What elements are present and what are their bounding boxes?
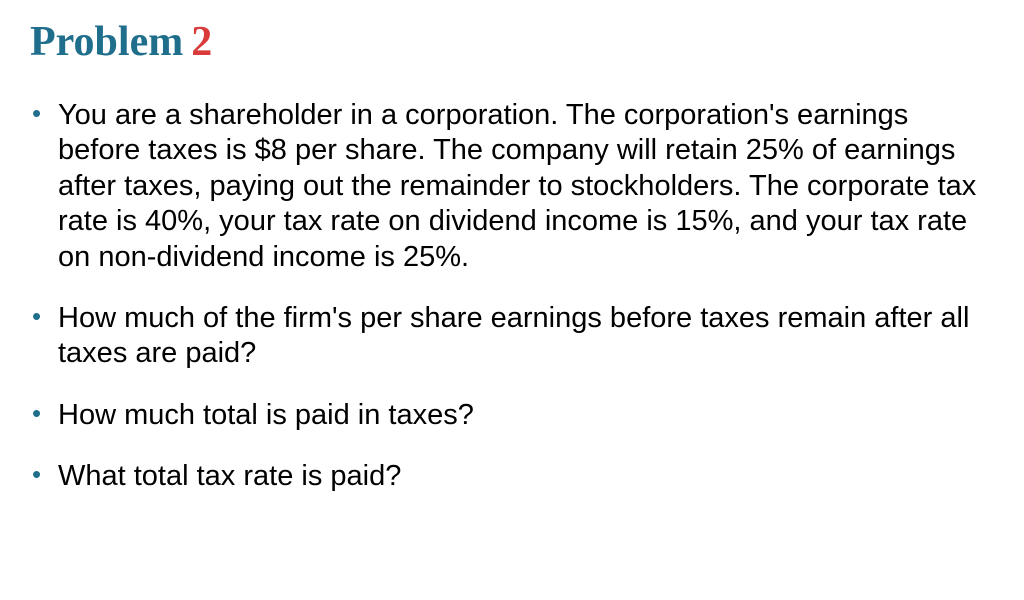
bullet-list: You are a shareholder in a corporation. … — [30, 98, 994, 494]
title-number: 2 — [191, 19, 212, 65]
list-item: How much of the firm's per share earning… — [58, 301, 994, 372]
title-word: Problem — [30, 19, 183, 65]
list-item: What total tax rate is paid? — [58, 459, 994, 494]
slide-title: Problem 2 — [30, 18, 994, 66]
list-item: How much total is paid in taxes? — [58, 398, 994, 433]
list-item: You are a shareholder in a corporation. … — [58, 98, 994, 275]
